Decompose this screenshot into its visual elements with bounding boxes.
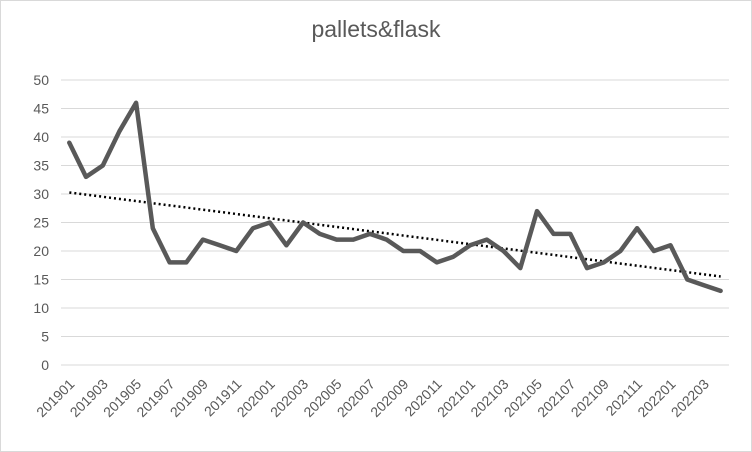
data-point xyxy=(268,221,272,225)
data-point xyxy=(568,232,572,236)
data-point xyxy=(585,266,589,270)
data-point xyxy=(702,283,706,287)
data-point xyxy=(201,238,205,242)
data-point xyxy=(218,243,222,247)
x-tick-label: 202109 xyxy=(568,376,612,420)
data-point xyxy=(719,289,723,293)
series-line xyxy=(67,100,723,294)
data-point xyxy=(134,101,138,105)
x-tick-label: 201909 xyxy=(167,376,211,420)
data-point xyxy=(418,249,422,253)
data-point xyxy=(435,260,439,264)
x-tick-label: 202009 xyxy=(367,376,411,420)
data-point xyxy=(101,164,105,168)
x-axis-ticks: 2019012019032019052019072019092019112020… xyxy=(33,376,712,420)
y-tick-label: 25 xyxy=(33,215,49,231)
data-point xyxy=(117,129,121,133)
data-point xyxy=(351,238,355,242)
data-point xyxy=(485,238,489,242)
data-point xyxy=(685,278,689,282)
data-point xyxy=(535,209,539,213)
data-point xyxy=(385,238,389,242)
data-point xyxy=(368,232,372,236)
data-point xyxy=(301,221,305,225)
y-tick-label: 10 xyxy=(33,300,49,316)
chart-title: pallets&flask xyxy=(311,16,441,42)
data-point xyxy=(67,141,71,145)
data-point xyxy=(518,266,522,270)
data-point xyxy=(552,232,556,236)
gridlines xyxy=(61,79,729,337)
data-point xyxy=(251,226,255,230)
data-point xyxy=(451,255,455,259)
data-point xyxy=(184,260,188,264)
y-tick-label: 50 xyxy=(33,72,49,88)
series-points xyxy=(67,101,722,293)
data-point xyxy=(602,260,606,264)
y-tick-label: 45 xyxy=(33,101,49,117)
y-tick-label: 40 xyxy=(33,129,49,145)
y-tick-label: 0 xyxy=(41,357,49,373)
data-point xyxy=(652,249,656,253)
data-point xyxy=(401,249,405,253)
trendline xyxy=(69,191,721,278)
y-tick-label: 20 xyxy=(33,243,49,259)
data-point xyxy=(468,243,472,247)
y-tick-label: 5 xyxy=(41,329,49,345)
y-tick-label: 35 xyxy=(33,158,49,174)
data-point xyxy=(635,226,639,230)
data-point xyxy=(618,249,622,253)
data-point xyxy=(335,238,339,242)
data-point xyxy=(669,243,673,247)
data-point xyxy=(168,260,172,264)
data-point xyxy=(84,175,88,179)
y-tick-label: 15 xyxy=(33,272,49,288)
data-point xyxy=(502,249,506,253)
data-point xyxy=(284,243,288,247)
data-point xyxy=(318,232,322,236)
y-tick-label: 30 xyxy=(33,186,49,202)
data-point xyxy=(151,226,155,230)
y-axis-ticks: 0 5 10 15 20 25 30 35 40 45 50 xyxy=(33,72,49,373)
x-tick-label: 202203 xyxy=(668,376,712,420)
data-point xyxy=(234,249,238,253)
